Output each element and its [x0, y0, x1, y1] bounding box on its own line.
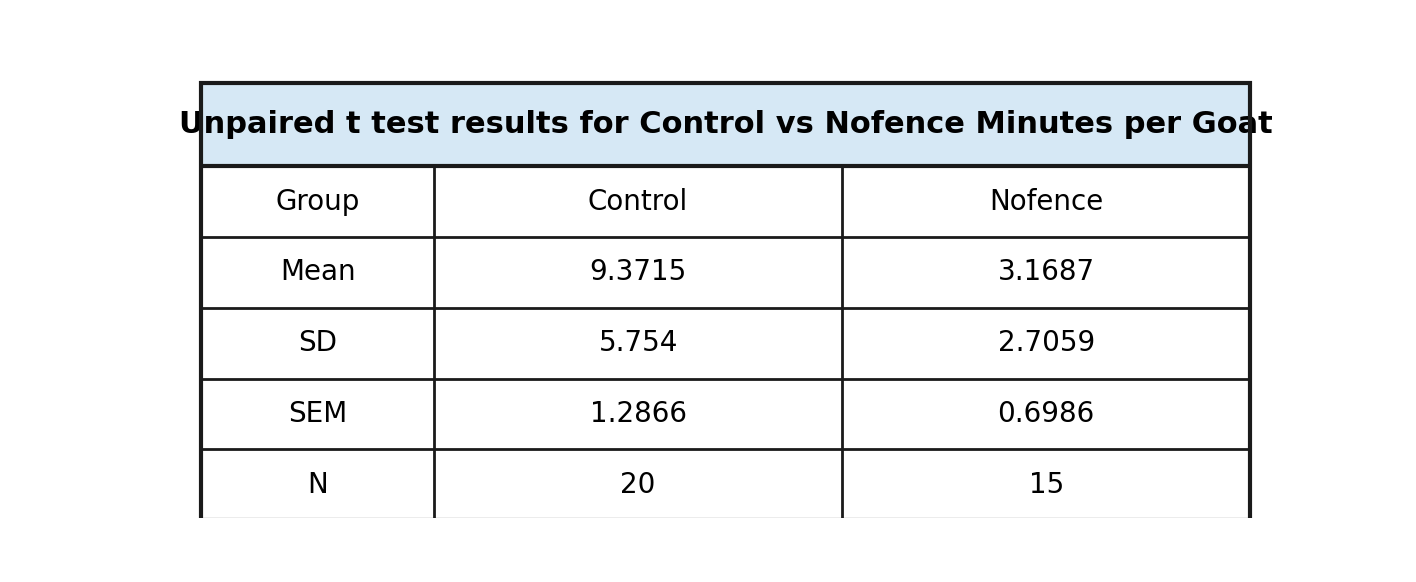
- FancyBboxPatch shape: [201, 449, 435, 520]
- FancyBboxPatch shape: [201, 83, 1250, 166]
- Text: 3.1687: 3.1687: [998, 258, 1095, 286]
- Text: 2.7059: 2.7059: [998, 329, 1095, 357]
- FancyBboxPatch shape: [843, 166, 1250, 237]
- Text: 1.2866: 1.2866: [589, 400, 687, 428]
- FancyBboxPatch shape: [843, 308, 1250, 379]
- Text: Nofence: Nofence: [990, 187, 1103, 215]
- Text: N: N: [307, 471, 329, 499]
- Text: 0.6986: 0.6986: [998, 400, 1095, 428]
- Text: SD: SD: [299, 329, 337, 357]
- FancyBboxPatch shape: [435, 379, 843, 449]
- Text: 9.3715: 9.3715: [589, 258, 687, 286]
- Text: 15: 15: [1028, 471, 1063, 499]
- FancyBboxPatch shape: [843, 237, 1250, 308]
- Text: Mean: Mean: [280, 258, 355, 286]
- FancyBboxPatch shape: [201, 308, 435, 379]
- Text: Control: Control: [588, 187, 688, 215]
- FancyBboxPatch shape: [843, 379, 1250, 449]
- FancyBboxPatch shape: [201, 166, 435, 237]
- FancyBboxPatch shape: [435, 166, 843, 237]
- Text: 5.754: 5.754: [599, 329, 678, 357]
- Text: Unpaired t test results for Control vs Nofence Minutes per Goat: Unpaired t test results for Control vs N…: [178, 110, 1273, 139]
- Text: 20: 20: [620, 471, 656, 499]
- FancyBboxPatch shape: [435, 449, 843, 520]
- FancyBboxPatch shape: [435, 308, 843, 379]
- Text: SEM: SEM: [287, 400, 347, 428]
- FancyBboxPatch shape: [843, 449, 1250, 520]
- FancyBboxPatch shape: [201, 379, 435, 449]
- Text: Group: Group: [275, 187, 360, 215]
- FancyBboxPatch shape: [201, 237, 435, 308]
- FancyBboxPatch shape: [435, 237, 843, 308]
